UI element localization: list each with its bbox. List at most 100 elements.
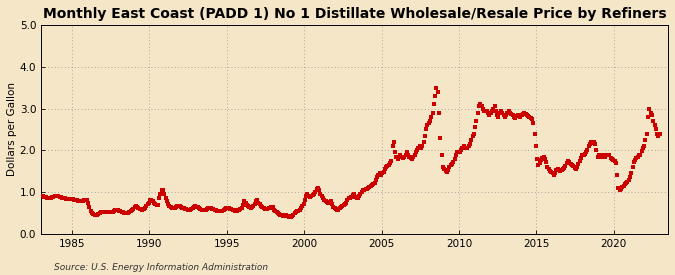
Point bbox=[637, 149, 647, 153]
Point bbox=[375, 171, 385, 175]
Point bbox=[585, 142, 595, 146]
Point bbox=[111, 208, 122, 212]
Point bbox=[413, 146, 424, 150]
Point bbox=[621, 181, 632, 185]
Point bbox=[289, 211, 300, 215]
Point bbox=[653, 133, 664, 138]
Point bbox=[419, 133, 430, 138]
Point bbox=[631, 156, 642, 160]
Point bbox=[315, 192, 326, 196]
Point bbox=[519, 111, 530, 115]
Point bbox=[72, 199, 83, 203]
Point bbox=[181, 207, 192, 211]
Point bbox=[520, 111, 531, 116]
Point bbox=[269, 208, 279, 212]
Point bbox=[504, 108, 514, 113]
Point bbox=[292, 209, 302, 214]
Point bbox=[579, 152, 590, 156]
Point bbox=[511, 114, 522, 118]
Point bbox=[76, 199, 87, 204]
Point bbox=[515, 115, 526, 119]
Point bbox=[345, 196, 356, 200]
Point bbox=[605, 156, 616, 160]
Point bbox=[169, 205, 180, 210]
Point bbox=[280, 213, 291, 217]
Point bbox=[577, 153, 588, 158]
Point bbox=[614, 188, 625, 192]
Point bbox=[531, 144, 541, 148]
Point bbox=[481, 108, 492, 113]
Point bbox=[559, 166, 570, 170]
Point bbox=[441, 170, 452, 174]
Point bbox=[159, 192, 169, 196]
Point bbox=[460, 146, 470, 150]
Point bbox=[102, 210, 113, 214]
Point bbox=[327, 202, 338, 206]
Point bbox=[649, 123, 660, 127]
Point bbox=[554, 168, 564, 173]
Point bbox=[200, 208, 211, 212]
Point bbox=[488, 106, 499, 111]
Point bbox=[535, 161, 545, 165]
Point bbox=[243, 204, 254, 208]
Text: Source: U.S. Energy Information Administration: Source: U.S. Energy Information Administ… bbox=[54, 263, 268, 272]
Point bbox=[546, 170, 557, 174]
Point bbox=[462, 146, 473, 150]
Point bbox=[205, 206, 216, 210]
Point bbox=[433, 111, 444, 115]
Point bbox=[639, 144, 649, 148]
Point bbox=[549, 171, 560, 175]
Point bbox=[593, 154, 603, 159]
Point bbox=[362, 186, 373, 190]
Point bbox=[178, 206, 189, 211]
Point bbox=[510, 116, 520, 120]
Point bbox=[365, 184, 376, 188]
Point bbox=[213, 209, 224, 213]
Point bbox=[184, 208, 194, 212]
Point bbox=[148, 200, 159, 205]
Point bbox=[632, 154, 643, 159]
Point bbox=[501, 112, 512, 117]
Point bbox=[375, 173, 386, 178]
Point bbox=[617, 185, 628, 189]
Point bbox=[48, 194, 59, 199]
Point bbox=[311, 187, 322, 191]
Point bbox=[273, 212, 284, 216]
Point bbox=[324, 200, 335, 205]
Point bbox=[106, 210, 117, 214]
Point bbox=[124, 210, 135, 214]
Point bbox=[338, 202, 349, 207]
Point bbox=[346, 195, 357, 199]
Point bbox=[161, 199, 172, 204]
Point bbox=[389, 140, 400, 144]
Point bbox=[529, 131, 540, 136]
Point bbox=[147, 199, 158, 204]
Point bbox=[547, 171, 558, 175]
Point bbox=[129, 205, 140, 209]
Point bbox=[180, 207, 190, 211]
Point bbox=[485, 111, 496, 115]
Point bbox=[628, 160, 639, 164]
Point bbox=[583, 144, 594, 148]
Point bbox=[177, 205, 188, 210]
Point bbox=[464, 142, 475, 146]
Point bbox=[358, 188, 369, 192]
Point bbox=[250, 199, 261, 204]
Point bbox=[569, 166, 580, 170]
Point bbox=[497, 111, 508, 115]
Point bbox=[383, 163, 394, 167]
Point bbox=[467, 133, 478, 138]
Point bbox=[226, 207, 237, 211]
Point bbox=[234, 208, 244, 212]
Point bbox=[204, 206, 215, 210]
Point bbox=[409, 152, 420, 157]
Point bbox=[590, 142, 601, 146]
Point bbox=[239, 199, 250, 204]
Point bbox=[551, 168, 562, 173]
Point bbox=[212, 208, 223, 213]
Point bbox=[232, 208, 243, 212]
Point bbox=[164, 203, 175, 208]
Point bbox=[122, 211, 132, 215]
Point bbox=[276, 213, 287, 217]
Point bbox=[395, 152, 406, 157]
